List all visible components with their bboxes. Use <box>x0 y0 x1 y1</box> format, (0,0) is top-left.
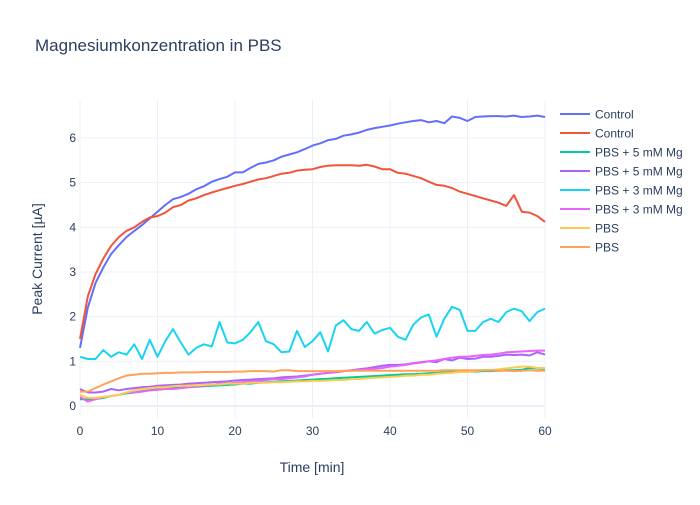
x-axis-label: Time [min] <box>280 459 345 475</box>
y-axis-label: Peak Current [µA] <box>29 203 45 315</box>
x-tick-label: 0 <box>77 424 84 438</box>
gridlines <box>79 100 546 418</box>
series-line-7 <box>80 369 545 393</box>
y-tick-label: 4 <box>69 220 76 234</box>
legend-label: PBS + 3 mM Mg <box>595 184 683 198</box>
legend-label: PBS + 5 mM Mg <box>595 165 683 179</box>
y-tick-label: 3 <box>69 265 76 279</box>
x-tick-label: 40 <box>383 424 397 438</box>
series-line-5 <box>79 349 545 403</box>
series-line-1 <box>79 163 546 340</box>
legend-label: PBS + 3 mM Mg <box>595 203 683 217</box>
legend-item[interactable]: PBS + 5 mM Mg <box>560 165 683 179</box>
x-tick-label: 30 <box>306 424 320 438</box>
y-tick-label: 0 <box>69 399 76 413</box>
legend-label: PBS <box>595 222 619 236</box>
legend-item[interactable]: Control <box>560 108 634 122</box>
y-tick-label: 5 <box>69 176 76 190</box>
legend-item[interactable]: PBS <box>560 241 619 255</box>
legend-item[interactable]: PBS + 3 mM Mg <box>560 203 683 217</box>
legend-label: Control <box>595 127 634 141</box>
legend: Control Control PBS + 5 mM Mg PBS + 5 mM Mg… <box>560 108 683 255</box>
chart-title: Magnesiumkonzentration in PBS <box>35 36 282 55</box>
x-tick-label: 60 <box>538 424 552 438</box>
legend-item[interactable]: Control <box>560 127 634 141</box>
legend-item[interactable]: PBS <box>560 222 619 236</box>
x-tick-label: 10 <box>151 424 165 438</box>
x-axis-ticks: 0 10 20 30 40 50 60 <box>77 424 552 438</box>
legend-item[interactable]: PBS + 5 mM Mg <box>560 146 683 160</box>
y-tick-label: 6 <box>69 131 76 145</box>
series-line-0 <box>79 114 546 349</box>
legend-label: PBS <box>595 241 619 255</box>
y-tick-label: 1 <box>69 354 76 368</box>
y-tick-label: 2 <box>69 310 76 324</box>
x-tick-label: 50 <box>461 424 475 438</box>
legend-label: PBS + 5 mM Mg <box>595 146 683 160</box>
legend-label: Control <box>595 108 634 122</box>
series-line-6 <box>79 365 545 399</box>
legend-item[interactable]: PBS + 3 mM Mg <box>560 184 683 198</box>
series-lines <box>79 114 546 403</box>
series-line-4 <box>79 305 546 360</box>
x-tick-label: 20 <box>228 424 242 438</box>
y-axis-ticks: 0 1 2 3 4 5 6 <box>69 131 76 413</box>
